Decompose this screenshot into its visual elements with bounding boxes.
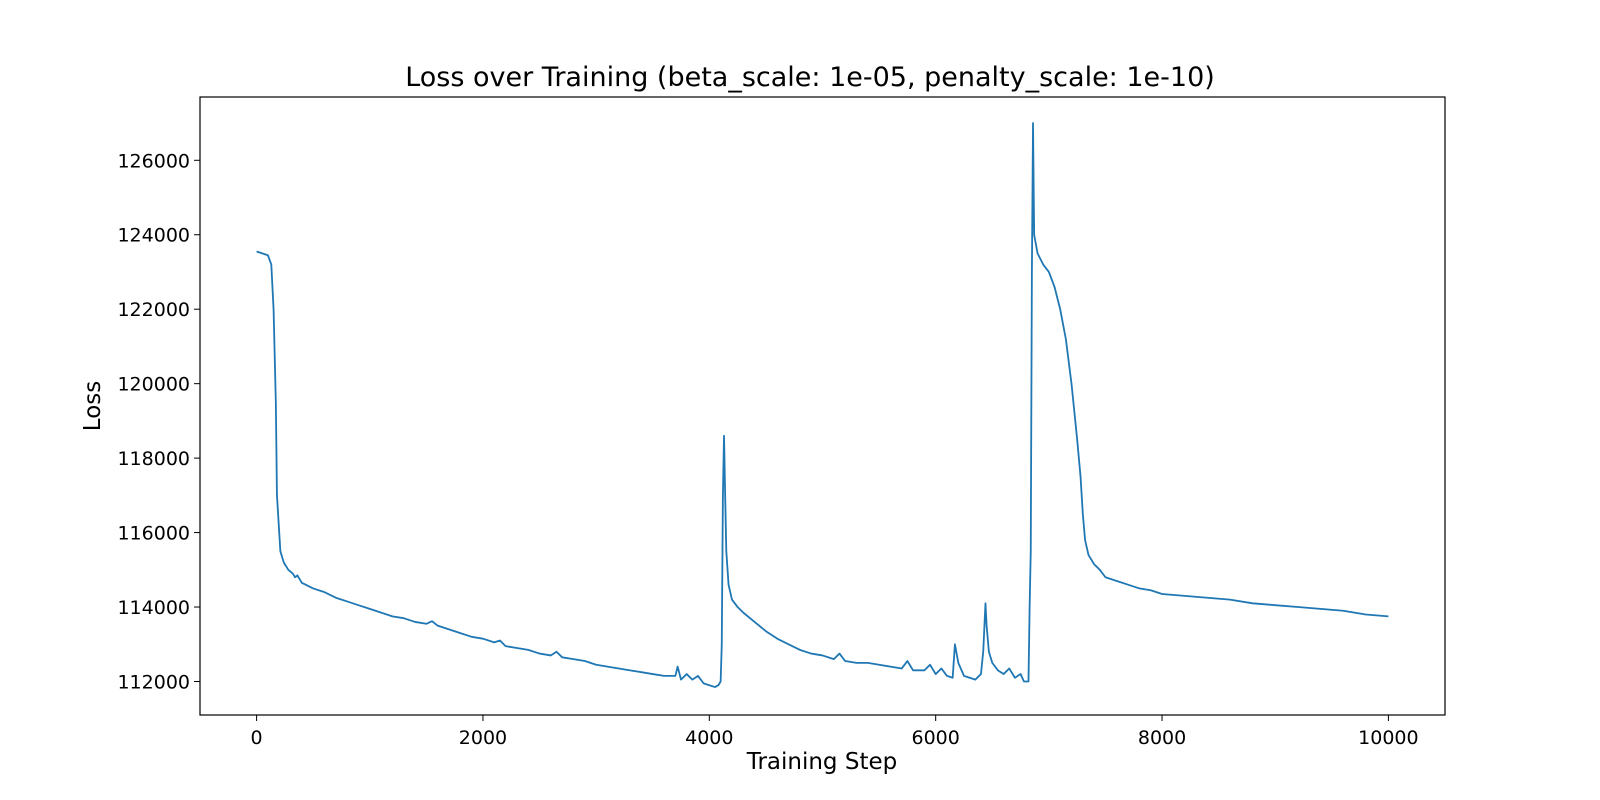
chart-title: Loss over Training (beta_scale: 1e-05, p…: [405, 62, 1215, 93]
x-tick-label: 6000: [912, 727, 960, 749]
y-tick-label: 122000: [117, 299, 190, 321]
y-tick-label: 124000: [117, 225, 190, 247]
x-tick-label: 10000: [1358, 727, 1418, 749]
loss-line-series: [256, 122, 1389, 688]
x-axis: 0 2000 4000 6000 8000 10000: [251, 715, 1419, 749]
y-tick-label: 120000: [117, 374, 190, 396]
y-tick-label: 118000: [117, 448, 190, 470]
y-tick-label: 114000: [117, 597, 190, 619]
y-axis-label: Loss: [80, 381, 106, 431]
x-axis-label: Training Step: [746, 749, 897, 775]
y-tick-label: 116000: [117, 523, 190, 545]
y-tick-label: 112000: [117, 671, 190, 693]
plot-frame: [199, 96, 1446, 716]
y-axis: 112000 114000 116000 118000 120000 122000 1240…: [117, 150, 200, 693]
x-tick-label: 0: [251, 727, 263, 749]
y-tick-label: 126000: [117, 150, 190, 172]
plot-area: [256, 122, 1389, 688]
x-tick-label: 8000: [1138, 727, 1186, 749]
x-tick-label: 2000: [459, 727, 507, 749]
x-tick-label: 4000: [685, 727, 733, 749]
